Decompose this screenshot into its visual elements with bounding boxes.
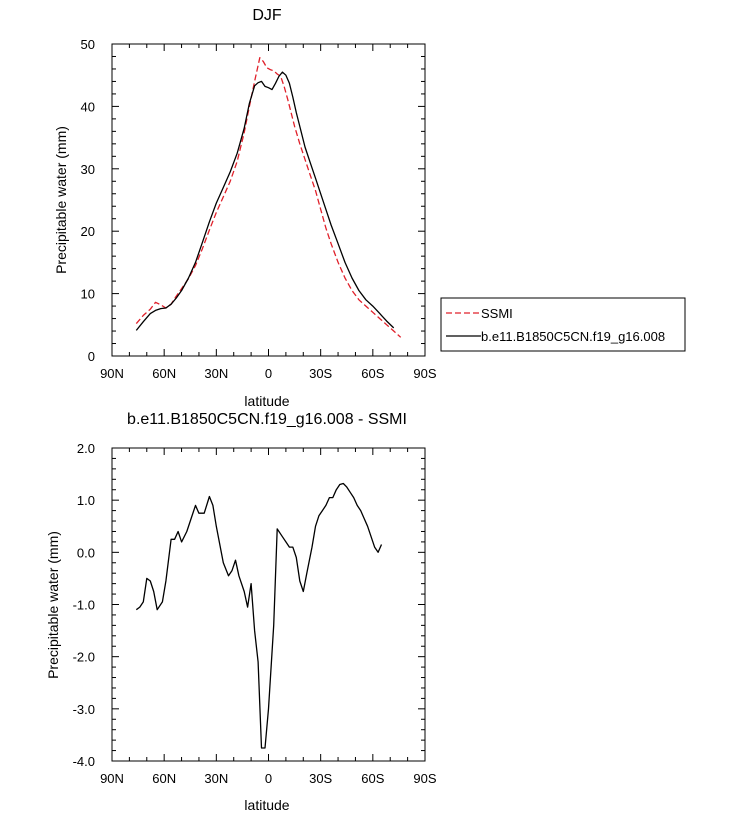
bottom-series-lines bbox=[135, 482, 383, 749]
bot-x-tick-label: 30S bbox=[309, 771, 332, 786]
top-y-tick-labels: 0 10 20 30 40 50 bbox=[81, 37, 95, 364]
top-series-line-1 bbox=[135, 71, 395, 331]
bottom-y-tick-labels: -4.0 -3.0 -2.0 -1.0 0.0 1.0 2.0 bbox=[73, 441, 95, 769]
bot-x-tick-label: 30N bbox=[204, 771, 228, 786]
legend-label-ssmi: SSMI bbox=[481, 306, 513, 321]
top-ticks bbox=[111, 43, 426, 357]
top-series-lines bbox=[135, 57, 402, 338]
top-y-tick-label: 40 bbox=[81, 99, 95, 114]
bot-y-tick-label: 1.0 bbox=[77, 493, 95, 508]
bot-series-line-0 bbox=[135, 482, 383, 749]
top-x-tick-label: 90S bbox=[413, 366, 436, 381]
bot-x-tick-label: 90N bbox=[100, 771, 124, 786]
bot-y-tick-label: 0.0 bbox=[77, 545, 95, 560]
bottom-chart-title: b.e11.B1850C5CN.f19_g16.008 - SSMI bbox=[127, 411, 407, 428]
legend-box bbox=[440, 297, 686, 352]
top-y-tick-label: 20 bbox=[81, 224, 95, 239]
bot-y-tick-label: -2.0 bbox=[73, 650, 95, 665]
bottom-x-axis-label: latitude bbox=[244, 797, 289, 813]
bottom-chart: b.e11.B1850C5CN.f19_g16.008 - SSMI 90N 60… bbox=[45, 411, 437, 813]
bot-x-tick-label: 60S bbox=[361, 771, 384, 786]
top-y-axis-label: Precipitable water (mm) bbox=[53, 126, 69, 274]
bot-x-tick-label: 0 bbox=[265, 771, 272, 786]
top-x-tick-labels: 90N 60N 30N 0 30S 60S 90S bbox=[100, 366, 437, 381]
top-x-tick-label: 0 bbox=[265, 366, 272, 381]
top-x-tick-label: 30S bbox=[309, 366, 332, 381]
bot-y-tick-label: -3.0 bbox=[73, 702, 95, 717]
top-x-axis-label: latitude bbox=[244, 393, 289, 409]
top-y-tick-label: 0 bbox=[88, 349, 95, 364]
legend: SSMI b.e11.B1850C5CN.f19_g16.008 bbox=[440, 297, 686, 352]
top-chart-title: DJF bbox=[252, 7, 282, 24]
top-y-tick-label: 10 bbox=[81, 287, 95, 302]
top-x-tick-label: 90N bbox=[100, 366, 124, 381]
bottom-x-tick-labels: 90N 60N 30N 0 30S 60S 90S bbox=[100, 771, 437, 786]
top-chart: DJF 90N 60N 30N 0 30S 60S 90S 0 10 20 30 40 50 lati… bbox=[53, 7, 686, 409]
bot-y-tick-label: -4.0 bbox=[73, 754, 95, 769]
bot-x-tick-label: 90S bbox=[413, 771, 436, 786]
bottom-ticks bbox=[111, 447, 426, 762]
top-y-tick-label: 50 bbox=[81, 37, 95, 52]
bot-y-tick-label: 2.0 bbox=[77, 441, 95, 456]
top-x-tick-label: 30N bbox=[204, 366, 228, 381]
legend-label-model: b.e11.B1850C5CN.f19_g16.008 bbox=[481, 329, 665, 344]
bot-x-tick-label: 60N bbox=[152, 771, 176, 786]
bot-y-tick-label: -1.0 bbox=[73, 598, 95, 613]
top-x-tick-label: 60S bbox=[361, 366, 384, 381]
bottom-y-axis-label: Precipitable water (mm) bbox=[45, 531, 61, 679]
top-y-tick-label: 30 bbox=[81, 162, 95, 177]
top-x-tick-label: 60N bbox=[152, 366, 176, 381]
top-series-line-0 bbox=[135, 57, 402, 338]
